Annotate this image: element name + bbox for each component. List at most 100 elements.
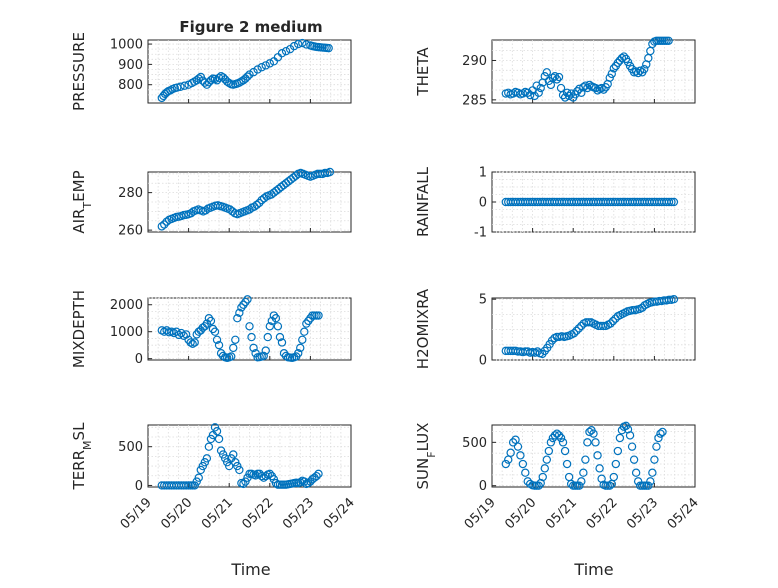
data-point-theta: [623, 57, 633, 67]
y-axis-label-h2omixra: H2OMIXRA: [414, 288, 432, 369]
data-point-sun-flux: [544, 446, 554, 456]
x-tick-label: 05/20: [158, 495, 195, 532]
x-tick-label: 05/23: [280, 495, 317, 532]
x-tick-label: 05/21: [543, 495, 580, 532]
data-point-theta: [619, 52, 629, 61]
data-point-mixdepth: [188, 339, 197, 349]
data-point-theta: [542, 68, 552, 77]
data-point-mixdepth: [269, 311, 279, 320]
data-point-mixdepth: [208, 324, 218, 334]
data-point-pressure: [294, 39, 303, 49]
data-point-h2omixra: [574, 324, 584, 333]
panel-terr-msl: 0 500 05/19 05/20 05/21 05/22 05/23 05/24 TERRMS…: [70, 422, 358, 532]
data-point-sun-flux: [585, 427, 594, 437]
x-tick-label: 05/19: [118, 495, 155, 532]
data-point-theta: [617, 53, 627, 63]
x-tick-label: 05/24: [321, 495, 358, 532]
data-point-sun-flux: [506, 448, 515, 457]
data-point-air-temp: [186, 209, 196, 218]
data-point-sun-flux: [575, 481, 584, 490]
x-axis-label-left: Time: [230, 560, 270, 579]
data-point-rainfall: [669, 197, 679, 207]
y-axis-label-pressure: PRESSURE: [70, 32, 88, 111]
data-point-theta: [564, 91, 574, 101]
data-point-terr-msl: [271, 478, 281, 488]
data-point-sun-flux: [593, 451, 602, 460]
x-axis-label-right: Time: [573, 560, 613, 579]
data-point-theta: [593, 86, 602, 95]
data-point-mixdepth: [237, 303, 246, 312]
data-point-terr-msl: [312, 471, 321, 481]
data-point-sun-flux: [518, 459, 528, 469]
data-point-mixdepth: [186, 338, 195, 347]
data-point-air-temp: [157, 222, 167, 231]
data-point-mixdepth: [271, 314, 281, 323]
data-point-pressure: [166, 86, 175, 95]
data-point-sun-flux: [609, 472, 619, 482]
data-point-sun-flux: [611, 459, 621, 469]
panel-pressure: 800 900 1000 PRESSURE: [70, 32, 352, 111]
data-point-mixdepth: [212, 335, 222, 344]
data-point-sun-flux: [646, 477, 655, 486]
data-point-sun-flux: [556, 433, 566, 443]
y-tick-label: 285: [462, 93, 487, 108]
data-point-sun-flux: [579, 468, 588, 477]
figure-title: Figure 2 medium: [179, 18, 322, 36]
data-point-theta: [577, 88, 586, 97]
data-point-air-temp: [245, 205, 254, 214]
panel-h2omixra: 0 5 H2OMIXRA: [414, 288, 696, 369]
data-point-theta: [591, 83, 600, 93]
panel-sun-flux: 0 500 05/19 05/20 05/21 05/22 05/23 05/24 SUNFLU…: [414, 421, 702, 532]
data-point-sun-flux: [508, 438, 518, 447]
data-point-air-temp: [160, 220, 169, 229]
data-point-sun-flux: [534, 481, 543, 490]
data-point-sun-flux: [516, 451, 525, 460]
data-point-terr-msl: [224, 461, 234, 471]
y-tick-label: 1: [479, 166, 487, 181]
data-point-pressure: [194, 74, 203, 83]
data-point-terr-msl: [296, 478, 305, 487]
data-point-mixdepth: [300, 327, 309, 336]
data-point-mixdepth: [235, 308, 244, 318]
data-point-terr-msl: [212, 427, 222, 436]
data-point-pressure: [265, 59, 274, 68]
data-point-theta: [581, 81, 590, 90]
x-tick-label: 05/20: [502, 495, 539, 532]
data-point-air-temp: [201, 206, 210, 215]
data-point-sun-flux: [605, 481, 614, 490]
y-tick-label: 500: [462, 436, 487, 451]
data-point-pressure: [235, 78, 244, 87]
data-point-sun-flux: [558, 438, 568, 447]
data-point-mixdepth: [259, 351, 268, 361]
y-tick-label: 500: [118, 440, 143, 455]
data-point-mixdepth: [314, 311, 323, 320]
data-point-sun-flux: [513, 442, 523, 451]
data-point-sun-flux: [591, 438, 600, 447]
panel-theta: 285 290 THETA: [414, 36, 696, 108]
data-point-h2omixra: [669, 295, 679, 304]
data-point-mixdepth: [245, 322, 254, 331]
data-point-theta: [631, 67, 641, 76]
y-tick-label: 0: [479, 354, 487, 369]
data-point-pressure: [176, 82, 185, 91]
data-point-terr-msl: [194, 473, 203, 482]
data-point-mixdepth: [261, 346, 270, 355]
data-point-mixdepth: [281, 351, 291, 361]
data-point-pressure: [298, 38, 307, 48]
data-point-theta: [597, 83, 606, 93]
data-point-mixdepth: [273, 322, 283, 331]
data-point-sun-flux: [501, 459, 511, 469]
y-tick-label: 800: [118, 78, 143, 93]
data-point-sun-flux: [613, 446, 623, 456]
y-axis-label-theta: THETA: [414, 47, 432, 97]
data-point-sun-flux: [566, 479, 576, 489]
data-point-sun-flux: [521, 468, 530, 477]
data-point-theta: [633, 68, 643, 78]
data-point-pressure: [257, 63, 266, 72]
data-point-mixdepth: [241, 297, 250, 307]
data-point-mixdepth: [190, 338, 199, 347]
data-point-h2omixra: [572, 326, 581, 336]
y-tick-label: 1000: [110, 38, 143, 53]
data-point-h2omixra: [608, 316, 618, 326]
